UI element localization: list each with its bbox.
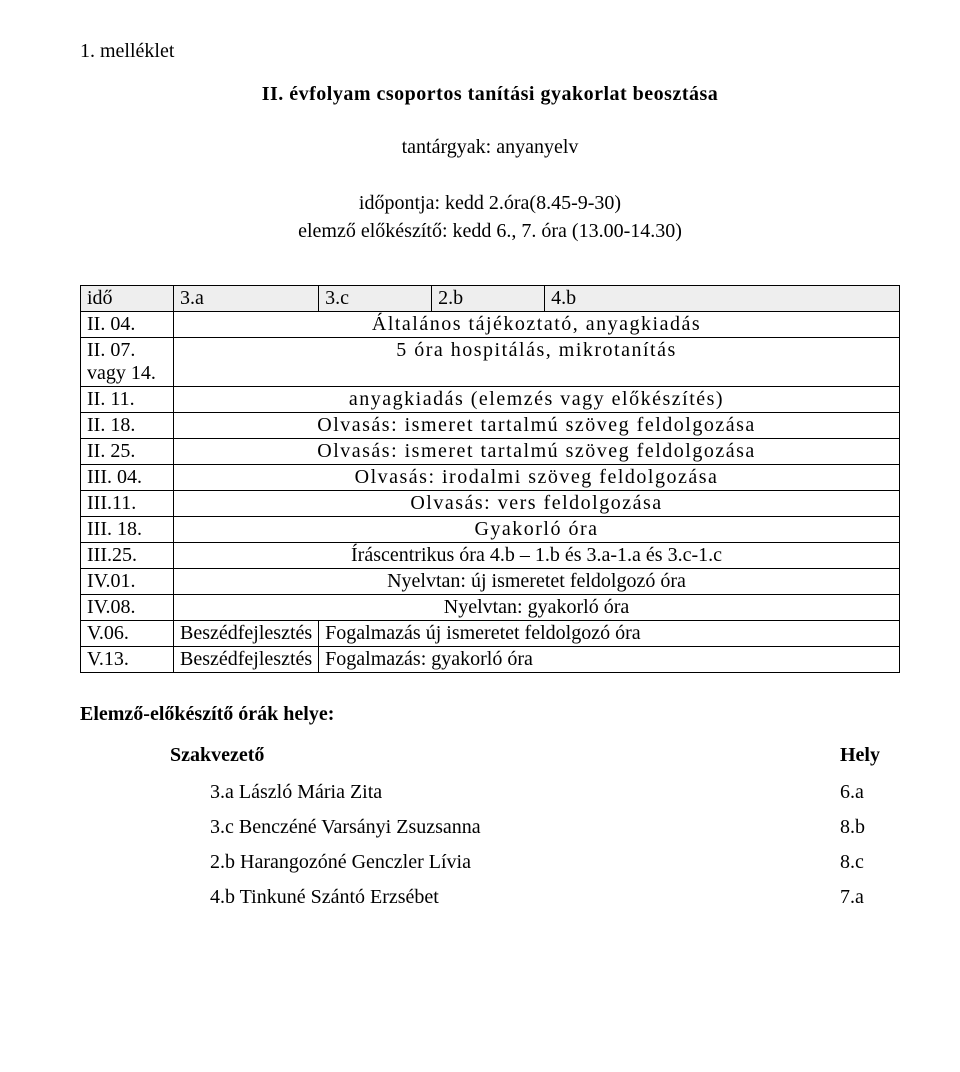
table-header-row: idő 3.a 3.c 2.b 4.b xyxy=(81,286,900,312)
table-row: II. 04.Általános tájékoztató, anyagkiadá… xyxy=(81,312,900,338)
row-content-cell: anyagkiadás (elemzés vagy előkészítés) xyxy=(174,387,900,413)
row-date-cell: II. 07. vagy 14. xyxy=(81,338,174,387)
row-date-cell: III. 18. xyxy=(81,517,174,543)
row-date-cell: V.13. xyxy=(81,647,174,673)
table-row: II. 11.anyagkiadás (elemzés vagy előkész… xyxy=(81,387,900,413)
table-row: III.25.Íráscentrikus óra 4.b – 1.b és 3.… xyxy=(81,543,900,569)
row-content-cell: Gyakorló óra xyxy=(174,517,900,543)
row-date-cell: II. 11. xyxy=(81,387,174,413)
row-content-cell: Általános tájékoztató, anyagkiadás xyxy=(174,312,900,338)
table-row: III.11.Olvasás: vers feldolgozása xyxy=(81,491,900,517)
page-title: II. évfolyam csoportos tanítási gyakorla… xyxy=(80,83,900,106)
table-row: II. 25.Olvasás: ismeret tartalmú szöveg … xyxy=(81,439,900,465)
table-row: V.06.BeszédfejlesztésFogalmazás új ismer… xyxy=(81,621,900,647)
row-date-cell: IV.01. xyxy=(81,569,174,595)
row-date-cell: V.06. xyxy=(81,621,174,647)
timing-line-2: elemző előkészítő: kedd 6., 7. óra (13.0… xyxy=(80,217,900,245)
table-row: II. 07. vagy 14.5 óra hospitálás, mikrot… xyxy=(81,338,900,387)
leader-entry: 2.b Harangozóné Genczler Lívia8.c xyxy=(210,851,900,874)
table-row: IV.08.Nyelvtan: gyakorló óra xyxy=(81,595,900,621)
row-content-cell: Olvasás: irodalmi szöveg feldolgozása xyxy=(174,465,900,491)
row-cell: Beszédfejlesztés xyxy=(174,647,319,673)
table-row: V.13.BeszédfejlesztésFogalmazás: gyakorl… xyxy=(81,647,900,673)
row-content-cell: Nyelvtan: gyakorló óra xyxy=(174,595,900,621)
row-content-cell: Olvasás: ismeret tartalmú szöveg feldolg… xyxy=(174,439,900,465)
row-content-cell: Olvasás: ismeret tartalmú szöveg feldolg… xyxy=(174,413,900,439)
place-label: Hely xyxy=(840,744,900,767)
schedule-table: idő 3.a 3.c 2.b 4.b II. 04.Általános táj… xyxy=(80,285,900,673)
row-date-cell: III.25. xyxy=(81,543,174,569)
leader-place: 8.b xyxy=(840,816,900,839)
table-row: II. 18.Olvasás: ismeret tartalmú szöveg … xyxy=(81,413,900,439)
header-cell-3c: 3.c xyxy=(319,286,432,312)
leader-entry: 3.a László Mária Zita6.a xyxy=(210,781,900,804)
row-content-cell: Olvasás: vers feldolgozása xyxy=(174,491,900,517)
header-cell-4b: 4.b xyxy=(545,286,900,312)
leader-entry: 3.c Benczéné Varsányi Zsuzsanna8.b xyxy=(210,816,900,839)
leader-place: 6.a xyxy=(840,781,900,804)
row-content-cell: Fogalmazás új ismeretet feldolgozó óra xyxy=(319,621,900,647)
leader-name: 3.c Benczéné Varsányi Zsuzsanna xyxy=(210,816,840,839)
row-date-cell: II. 18. xyxy=(81,413,174,439)
leader-label: Szakvezető xyxy=(170,744,840,767)
table-row: IV.01.Nyelvtan: új ismeretet feldolgozó … xyxy=(81,569,900,595)
row-content-cell: 5 óra hospitálás, mikrotanítás xyxy=(174,338,900,387)
leaders-header: Szakvezető Hely xyxy=(170,744,900,767)
row-content-cell: Nyelvtan: új ismeretet feldolgozó óra xyxy=(174,569,900,595)
table-row: III. 18.Gyakorló óra xyxy=(81,517,900,543)
row-date-cell: III. 04. xyxy=(81,465,174,491)
leader-place: 7.a xyxy=(840,886,900,909)
row-date-cell: IV.08. xyxy=(81,595,174,621)
row-date-cell: III.11. xyxy=(81,491,174,517)
row-content-cell: Íráscentrikus óra 4.b – 1.b és 3.a-1.a é… xyxy=(174,543,900,569)
row-date-cell: II. 04. xyxy=(81,312,174,338)
leader-place: 8.c xyxy=(840,851,900,874)
section-title: Elemző-előkészítő órák helye: xyxy=(80,703,900,726)
header-cell-2b: 2.b xyxy=(432,286,545,312)
table-row: III. 04.Olvasás: irodalmi szöveg feldolg… xyxy=(81,465,900,491)
header-cell-time: idő xyxy=(81,286,174,312)
subject-line: tantárgyak: anyanyelv xyxy=(80,136,900,159)
timing-block: időpontja: kedd 2.óra(8.45-9-30) elemző … xyxy=(80,189,900,245)
header-cell-3a: 3.a xyxy=(174,286,319,312)
row-cell: Beszédfejlesztés xyxy=(174,621,319,647)
row-content-cell: Fogalmazás: gyakorló óra xyxy=(319,647,900,673)
leader-name: 3.a László Mária Zita xyxy=(210,781,840,804)
leader-name: 2.b Harangozóné Genczler Lívia xyxy=(210,851,840,874)
row-date-cell: II. 25. xyxy=(81,439,174,465)
timing-line-1: időpontja: kedd 2.óra(8.45-9-30) xyxy=(80,189,900,217)
appendix-label: 1. melléklet xyxy=(80,40,900,63)
leader-entry: 4.b Tinkuné Szántó Erzsébet7.a xyxy=(210,886,900,909)
leader-name: 4.b Tinkuné Szántó Erzsébet xyxy=(210,886,840,909)
